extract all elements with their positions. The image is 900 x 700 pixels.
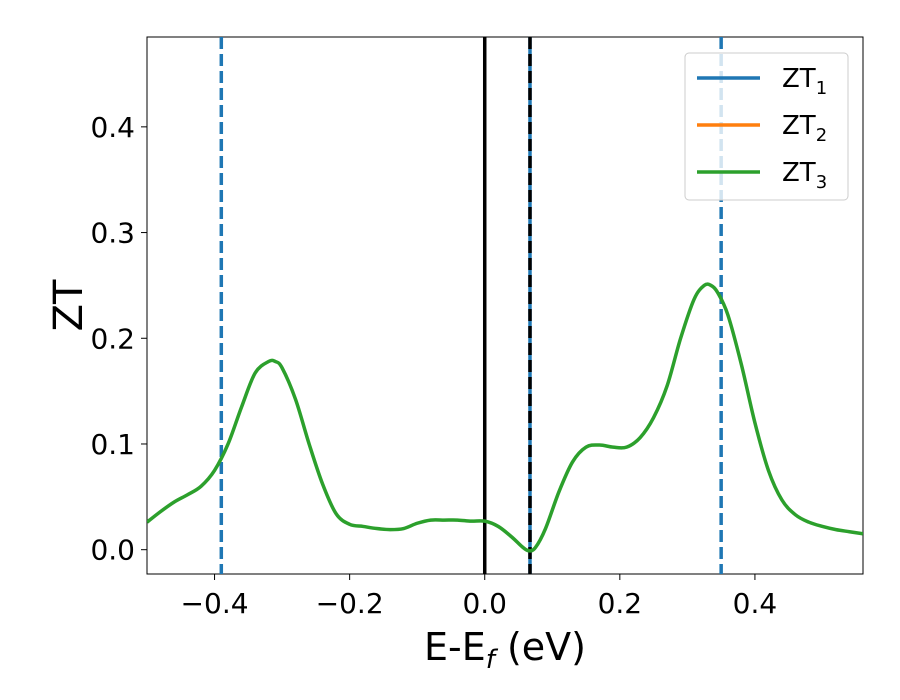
legend-label-1: ZT1: [782, 64, 827, 99]
series-line-3: [147, 282, 863, 553]
legend-label-3: ZT3: [782, 158, 827, 193]
x-tick-label: 0.0: [462, 587, 507, 620]
y-tick-label: 0.1: [90, 428, 135, 461]
x-tick-label: 0.2: [598, 587, 643, 620]
legend-box: [684, 52, 849, 201]
legend: ZT1 ZT2 ZT3: [684, 52, 849, 201]
y-tick-label: 0.4: [90, 111, 135, 144]
y-axis-title: ZT: [46, 279, 92, 331]
y-tick-label: 0.3: [90, 217, 135, 250]
y-tick-label: 0.0: [90, 534, 135, 567]
x-axis-ticks: −0.4 −0.2 0.0 0.2 0.4: [181, 574, 778, 620]
axis-titles: E-Ef (eV) ZT: [46, 279, 586, 675]
x-tick-label: 0.4: [733, 587, 778, 620]
x-axis-title: E-Ef (eV): [424, 625, 586, 675]
x-tick-label: −0.4: [181, 587, 249, 620]
y-tick-label: 0.2: [90, 322, 135, 355]
legend-label-2: ZT2: [782, 111, 827, 146]
y-axis-ticks: 0.0 0.1 0.2 0.3 0.4: [90, 111, 147, 567]
x-tick-label: −0.2: [316, 587, 384, 620]
series-lines: [147, 282, 863, 553]
